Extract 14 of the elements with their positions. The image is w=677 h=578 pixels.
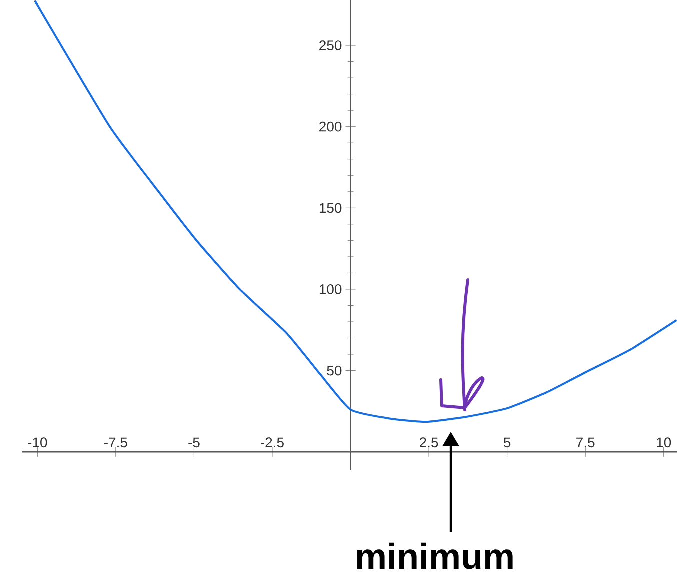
y-tick-label: 50 — [327, 366, 342, 376]
text: minimum — [357, 542, 513, 570]
x-tick-label: -2.5 — [261, 438, 284, 448]
x-tick-label: -7.5 — [104, 438, 128, 448]
y-tick-label: 250 — [320, 40, 342, 50]
y-tick-label: 150 — [320, 203, 342, 214]
x-tick-label: 5 — [504, 438, 511, 448]
x-tick-label: 7.5 — [576, 438, 595, 448]
x-tick-label: 10 — [657, 438, 672, 448]
x-tick-label: -10 — [28, 438, 48, 448]
y-tick-label: 100 — [320, 284, 342, 294]
y-tick-label: 200 — [320, 122, 342, 132]
x-tick-label: -5 — [188, 438, 200, 448]
x-tick-label: 2.5 — [420, 438, 438, 448]
